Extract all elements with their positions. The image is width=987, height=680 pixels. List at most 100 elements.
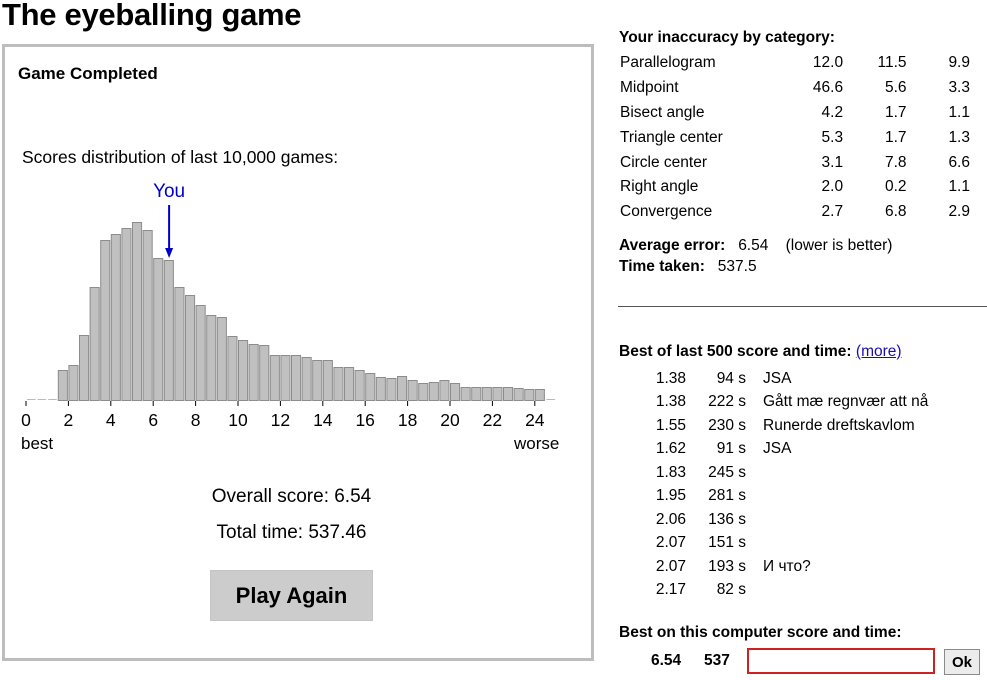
histogram-bar (333, 367, 344, 401)
name-input[interactable] (747, 648, 935, 674)
category-row: Midpoint 46.6 5.6 3.3 (620, 76, 970, 101)
histogram-bar (460, 387, 471, 401)
best-player-name: JSA (763, 369, 792, 387)
category-value: 6.8 (884, 203, 907, 221)
x-tick-label: 20 (440, 410, 460, 430)
histogram-bar (195, 305, 206, 401)
histogram-bar (57, 370, 68, 401)
x-tick-label: 22 (483, 410, 502, 430)
category-value: 6.6 (948, 153, 970, 171)
right-panel: Your inaccuracy by category: Parallelogr… (618, 0, 987, 680)
histogram-bar (450, 383, 461, 401)
best-score: 2.07 (655, 534, 686, 552)
more-link[interactable]: (more) (855, 343, 902, 360)
best-player-name (746, 461, 928, 485)
game-status: Game Completed (18, 64, 158, 83)
histogram-bar (216, 317, 227, 401)
histogram-bar (344, 367, 355, 401)
histogram-bar (227, 336, 238, 401)
histogram-bar (301, 357, 312, 401)
histogram-bar (121, 228, 132, 401)
best-score: 1.38 (655, 369, 686, 387)
histogram-bar (269, 355, 280, 401)
best-player-name: JSA (763, 440, 792, 458)
x-tick-label: 14 (313, 410, 333, 430)
histogram-bar (492, 387, 503, 401)
histogram-bar (524, 389, 535, 401)
best-time: 82 s (716, 581, 746, 599)
histogram-bar (280, 355, 291, 401)
play-again-button[interactable]: Play Again (210, 570, 373, 621)
category-row: Bisect angle 4.2 1.7 1.1 (620, 101, 970, 126)
histogram-bar (174, 287, 185, 401)
table-row: 1.38 94 s JSA (648, 367, 928, 391)
time-taken-label: Time taken: (619, 258, 705, 275)
category-value: 2.9 (948, 203, 970, 221)
best-500-table: 1.38 94 s JSA 1.38 222 s Gått mæ regnvær… (648, 367, 929, 603)
best-time: 94 s (716, 369, 746, 387)
histogram-bar (206, 315, 217, 401)
best-time: 230 s (708, 416, 746, 434)
category-value: 12.0 (812, 54, 844, 72)
histogram-bar (481, 387, 492, 401)
category-value: 5.3 (821, 128, 844, 146)
computer-best-heading: Best on this computer score and time: (619, 624, 902, 641)
total-time: Total time: 537.46 (216, 522, 367, 543)
category-name: Parallelogram (620, 54, 716, 72)
computer-best-score: 6.54 (651, 652, 682, 669)
category-row: Parallelogram 12.0 11.5 9.9 (620, 51, 970, 76)
category-value: 3.1 (821, 153, 844, 171)
table-row: 2.07 193 s И что? (648, 555, 928, 579)
category-value: 1.1 (948, 178, 970, 196)
category-name: Triangle center (620, 128, 723, 146)
best-score: 2.17 (655, 581, 686, 599)
histogram-bar (248, 344, 259, 401)
table-row: 1.38 222 s Gått mæ regnvær att nå (648, 391, 929, 415)
category-name: Convergence (620, 203, 713, 221)
average-error-label: Average error: (619, 237, 726, 254)
category-row: Convergence 2.7 6.8 2.9 (620, 200, 970, 225)
best-player-name (746, 579, 928, 603)
x-tick-label: 12 (271, 410, 290, 430)
category-row: Right angle 2.0 0.2 1.1 (620, 175, 970, 200)
overall-score: Overall score: 6.54 (211, 486, 372, 507)
histogram-bar (534, 389, 545, 401)
histogram-bar (375, 377, 386, 401)
histogram-bar (259, 345, 270, 401)
histogram-bar (386, 378, 397, 401)
category-value: 1.3 (948, 128, 970, 146)
best-time: 151 s (708, 534, 746, 552)
category-value: 46.6 (812, 79, 844, 97)
x-tick-label: 0 (21, 410, 31, 430)
histogram-bar (503, 387, 514, 401)
best-score: 2.07 (655, 557, 686, 575)
best-time: 193 s (708, 557, 746, 575)
table-row: 2.06 136 s (648, 508, 928, 532)
best-score: 1.95 (655, 487, 686, 505)
game-panel: Game Completed Scores distribution of la… (2, 44, 594, 661)
computer-best-time: 537 (704, 652, 730, 669)
best-time: 91 s (716, 440, 746, 458)
best-score: 1.55 (655, 416, 686, 434)
ok-button[interactable]: Ok (944, 649, 980, 675)
histogram-bar (185, 295, 196, 401)
category-row: Circle center 3.1 7.8 6.6 (620, 150, 970, 175)
histogram-bar (513, 388, 524, 401)
best-time: 281 s (708, 487, 746, 505)
x-tick-label: 18 (398, 410, 417, 430)
category-name: Right angle (620, 178, 699, 196)
category-heading: Your inaccuracy by category: (619, 29, 835, 46)
best-time: 245 s (708, 463, 746, 481)
category-name: Midpoint (620, 79, 679, 97)
x-tick-label: 6 (148, 410, 158, 430)
average-error: Average error: 6.54 (lower is better) (619, 237, 892, 255)
category-value: 4.2 (821, 103, 844, 121)
histogram-bar (471, 387, 482, 401)
best-player-name (746, 508, 928, 532)
you-label: You (153, 181, 185, 202)
x-tick-label: 10 (228, 410, 248, 430)
table-row: 1.83 245 s (648, 461, 928, 485)
histogram-bar (142, 230, 153, 401)
category-row: Triangle center 5.3 1.7 1.3 (620, 125, 970, 150)
histogram-bar (418, 383, 429, 401)
